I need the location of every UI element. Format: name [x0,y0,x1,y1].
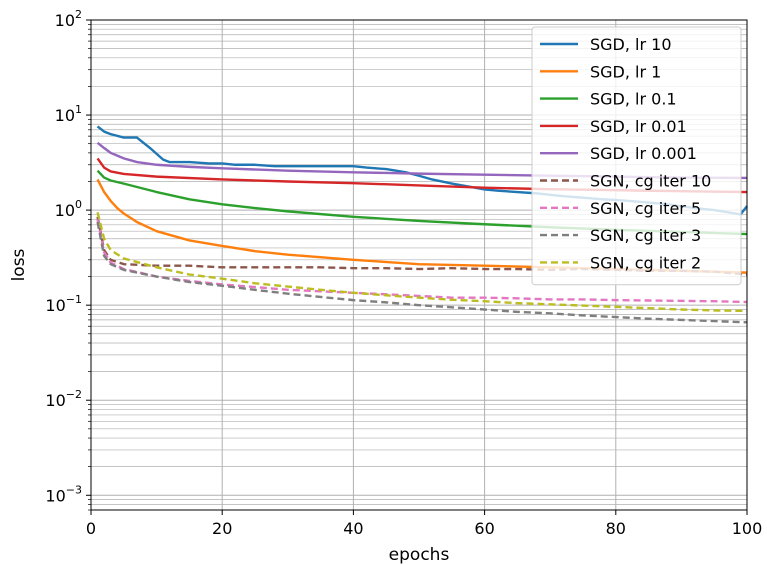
y-tick-label: 10−2 [45,388,82,410]
legend-label: SGD, lr 0.1 [590,90,677,109]
y-axis-label: loss [9,248,29,281]
legend-label: SGD, lr 0.001 [590,144,697,163]
series-line-sgn-cg-iter-3 [96,221,748,324]
x-tick-label: 40 [343,519,363,538]
legend-label: SGN, cg iter 2 [590,253,701,272]
axis-ticks: 0 20 40 60 80 100 10−3 10−2 10−1 100 101 102 [45,8,762,538]
y-tick-label: 100 [55,198,82,220]
x-tick-label: 60 [474,519,494,538]
legend-label: SGD, lr 1 [590,62,661,81]
legend-box [531,26,742,286]
x-tick-label: 20 [212,519,232,538]
legend-label: SGN, cg iter 5 [590,199,701,218]
legend-label: SGD, lr 0.01 [590,117,687,136]
legend-label: SGN, cg iter 10 [590,172,711,191]
x-tick-label: 100 [732,519,763,538]
series-line-sgn-cg-iter-2 [96,211,748,313]
x-tick-label: 80 [606,519,626,538]
legend-label: SGN, cg iter 3 [590,226,701,245]
legend-label: SGD, lr 10 [590,35,672,54]
x-tick-label: 0 [86,519,96,538]
y-tick-label: 102 [55,8,82,30]
y-tick-label: 101 [55,103,82,125]
plot-frame [90,19,748,511]
legend: SGD, lr 10 SGD, lr 1 SGD, lr 0.1 SGD, lr 0.… [531,26,742,286]
y-tick-label: 10−3 [45,483,82,505]
x-axis-label: epochs [389,545,450,565]
y-tick-label: 10−1 [45,293,82,315]
